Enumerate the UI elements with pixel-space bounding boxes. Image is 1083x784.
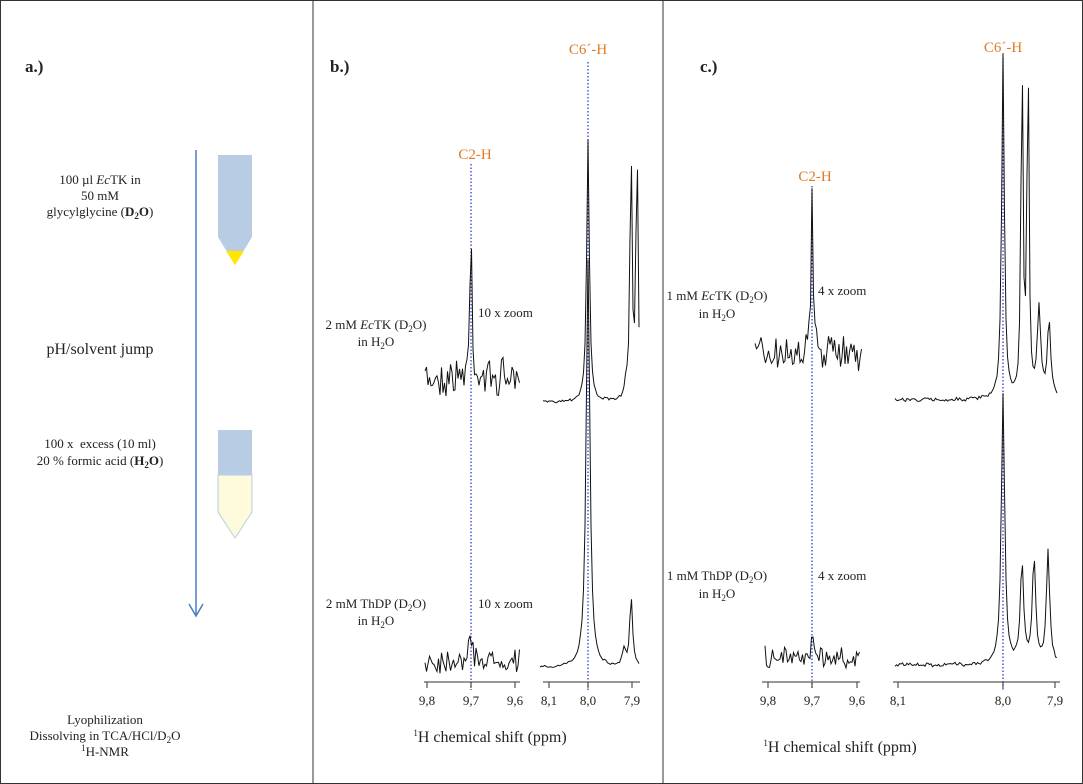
- step-text: pH/solvent jump: [46, 341, 153, 358]
- sample-text: 100 µl EcTK in: [59, 172, 141, 187]
- sample-text: 20 % formic acid (H2O): [37, 453, 164, 470]
- zoom-label: 4 x zoom: [818, 568, 866, 583]
- sample-label: 2 mM ThDP (D2O): [326, 596, 426, 613]
- tick-label: 8,0: [995, 693, 1011, 708]
- tick-label: 8,0: [580, 693, 596, 708]
- sample-label: 1 mM ThDP (D2O): [667, 568, 767, 585]
- peak-label: C6´-H: [984, 40, 1022, 56]
- zoom-label: 10 x zoom: [478, 596, 533, 611]
- sample-label: in H2O: [358, 613, 395, 630]
- final-text: 1H-NMR: [81, 743, 129, 759]
- tick-label: 8,1: [541, 693, 557, 708]
- spectrum-trace: [754, 188, 862, 371]
- panel-label: c.): [700, 57, 717, 76]
- axis-title: 1H chemical shift (ppm): [413, 728, 566, 746]
- final-text: Lyophilization: [67, 712, 143, 727]
- sample-label: in H2O: [699, 586, 736, 603]
- tick-label: 8,1: [890, 693, 906, 708]
- sample-label: 1 mM EcTK (D2O): [667, 288, 768, 305]
- spectrum-trace: [424, 635, 520, 674]
- sample-label: 2 mM EcTK (D2O): [326, 317, 427, 334]
- tick-label: 9,8: [760, 693, 776, 708]
- spectrum-trace: [894, 53, 1058, 403]
- sample-drop: [226, 251, 244, 265]
- spectrum-trace: [539, 259, 640, 668]
- axis-title: 1H chemical shift (ppm): [763, 738, 916, 756]
- tick-label: 9,6: [507, 693, 524, 708]
- final-text: Dissolving in TCA/HCl/D2O: [30, 728, 181, 745]
- tube: [218, 430, 252, 475]
- tick-label: 9,6: [849, 693, 866, 708]
- panel-label: a.): [25, 57, 43, 76]
- sample-text: 50 mM: [81, 188, 119, 203]
- tube-liquid: [217, 474, 253, 539]
- tick-label: 9,7: [463, 693, 480, 708]
- spectrum-trace: [542, 139, 640, 404]
- sample-label: in H2O: [699, 306, 736, 323]
- peak-label: C2-H: [798, 169, 832, 185]
- spectrum-trace: [764, 636, 860, 670]
- sample-text: glycylglycine (D2O): [47, 204, 154, 221]
- tick-label: 7,9: [1047, 693, 1063, 708]
- spectrum-trace: [424, 248, 520, 397]
- zoom-label: 10 x zoom: [478, 305, 533, 320]
- tick-label: 9,7: [804, 693, 821, 708]
- sample-text: 100 x excess (10 ml): [44, 436, 156, 451]
- zoom-label: 4 x zoom: [818, 283, 866, 298]
- tube: [218, 155, 252, 237]
- spectrum-trace: [894, 393, 1058, 668]
- tick-label: 9,8: [419, 693, 435, 708]
- sample-label: in H2O: [358, 334, 395, 351]
- tick-label: 7,9: [624, 693, 640, 708]
- peak-label: C2-H: [458, 147, 492, 163]
- panel-label: b.): [330, 57, 349, 76]
- arrow-head: [188, 603, 204, 618]
- peak-label: C6´-H: [569, 42, 607, 58]
